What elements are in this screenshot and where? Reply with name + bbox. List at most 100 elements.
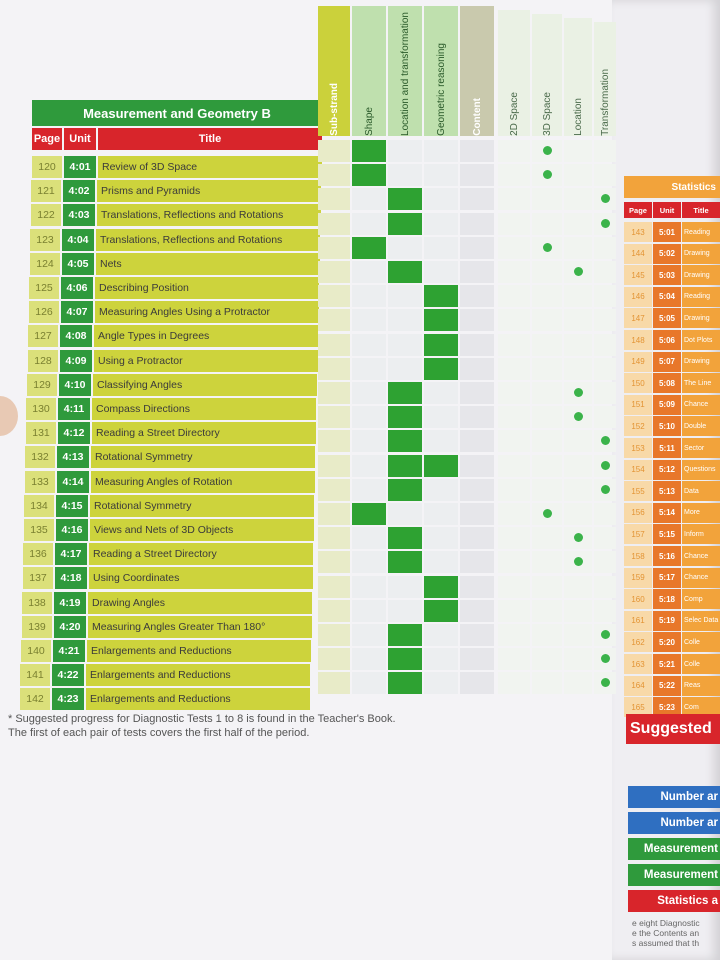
- grid-row: [318, 212, 616, 235]
- content-grid: Sub-strand Shape Location and transformati…: [318, 6, 616, 722]
- space-cell: [564, 648, 592, 671]
- space-cell: [564, 285, 592, 308]
- space-cell: [564, 164, 592, 187]
- row-title: Using a Protractor: [94, 349, 318, 372]
- row-unit: 4:19: [54, 591, 86, 614]
- coverage-dot: [542, 170, 552, 180]
- stats-row-unit: 5:12: [653, 459, 681, 480]
- space-cell: [498, 140, 530, 162]
- table-row: 132 4:13 Rotational Symmetry: [25, 446, 315, 469]
- row-page: 129: [27, 373, 57, 396]
- grid-row: [318, 672, 616, 695]
- substrand-cell: [318, 503, 350, 525]
- row-page: 131: [26, 422, 56, 445]
- row-page: 141: [20, 664, 50, 687]
- mark-cell: [388, 285, 422, 308]
- stats-row: 153 5:11 Sector: [624, 438, 720, 458]
- row-title: Translations, Reflections and Rotations: [96, 228, 320, 251]
- row-unit: 4:21: [53, 640, 85, 662]
- space-cell: [564, 333, 592, 356]
- stats-row-title: Double: [682, 416, 720, 437]
- table-row: 124 4:05 Nets: [30, 252, 320, 275]
- substrand-cell: [318, 164, 350, 187]
- space-cell: [498, 430, 530, 453]
- mark-cell: [352, 188, 386, 211]
- grid-row: [318, 648, 616, 671]
- stats-row-page: 143: [624, 222, 652, 242]
- row-unit: 4:03: [63, 204, 95, 227]
- row-page: 132: [25, 446, 55, 469]
- row-page: 139: [22, 615, 52, 638]
- column-header: Location: [564, 18, 592, 136]
- stats-row-page: 164: [624, 675, 652, 696]
- grid-row: [318, 527, 616, 550]
- content-cell: [460, 357, 494, 380]
- content-cell: [460, 309, 494, 332]
- stats-row: 159 5:17 Chance: [624, 567, 720, 588]
- row-unit: 4:06: [61, 277, 93, 299]
- mark-cell: [352, 382, 386, 404]
- space-cell: [594, 261, 616, 283]
- mark-cell: [424, 333, 458, 356]
- space-cell: [594, 309, 616, 332]
- substrand-cell: [318, 478, 350, 501]
- table-row: 138 4:19 Drawing Angles: [22, 591, 312, 614]
- content-cell: [460, 503, 494, 525]
- mark-cell: [388, 382, 422, 404]
- space-cell: [532, 454, 562, 477]
- stats-row-unit: 5:04: [653, 286, 681, 307]
- row-title: Nets: [96, 252, 320, 275]
- stats-row-title: Reading: [682, 286, 720, 307]
- space-cell: [564, 140, 592, 162]
- space-cell: [564, 212, 592, 235]
- grid-row: [318, 285, 616, 308]
- stats-row: 161 5:19 Selec Data: [624, 610, 720, 631]
- row-unit: 4:12: [58, 422, 90, 445]
- row-page: 137: [23, 567, 53, 590]
- stats-row-unit: 5:17: [653, 567, 681, 588]
- substrand-cell: [318, 236, 350, 259]
- stats-row-title: Data: [682, 481, 720, 502]
- stats-row-page: 157: [624, 524, 652, 545]
- stats-row: 147 5:05 Drawing: [624, 308, 720, 329]
- mark-cell: [388, 478, 422, 501]
- mark-cell: [352, 406, 386, 429]
- stats-row-title: Drawing: [682, 308, 720, 329]
- mark-cell: [424, 309, 458, 332]
- row-title: Rotational Symmetry: [91, 446, 315, 469]
- space-cell: [594, 382, 616, 404]
- space-cell: [532, 333, 562, 356]
- mark-cell: [424, 188, 458, 211]
- space-cell: [564, 430, 592, 453]
- stats-header-unit: Unit: [653, 202, 681, 218]
- grid-row: [318, 503, 616, 525]
- column-label: 3D Space: [541, 92, 553, 136]
- stats-row: 155 5:13 Data: [624, 481, 720, 502]
- stats-row: 145 5:03 Drawing: [624, 265, 720, 286]
- stats-row: 165 5:23 Com: [624, 697, 720, 718]
- content-cell: [460, 285, 494, 308]
- content-cell: [460, 188, 494, 211]
- space-cell: [564, 188, 592, 211]
- mark-cell: [424, 527, 458, 550]
- column-header: Geometric reasoning: [424, 6, 458, 136]
- column-label: Location: [572, 98, 584, 136]
- mark-cell: [388, 599, 422, 622]
- stats-row-unit: 5:21: [653, 654, 681, 674]
- space-cell: [532, 599, 562, 622]
- space-cell: [564, 575, 592, 598]
- coverage-dot: [542, 242, 552, 252]
- mark-cell: [388, 454, 422, 477]
- row-page: 122: [31, 204, 61, 227]
- coverage-dot: [600, 484, 610, 494]
- substrand-cell: [318, 527, 350, 550]
- stats-row-title: Reading: [682, 222, 720, 242]
- table-row: 126 4:07 Measuring Angles Using a Protract…: [29, 301, 319, 324]
- stats-row-title: Chance: [682, 546, 720, 566]
- stats-row-page: 154: [624, 459, 652, 480]
- substrand-cell: [318, 624, 350, 646]
- stats-row-unit: 5:10: [653, 416, 681, 437]
- content-cell: [460, 551, 494, 574]
- row-page: 127: [28, 325, 58, 348]
- space-cell: [498, 551, 530, 574]
